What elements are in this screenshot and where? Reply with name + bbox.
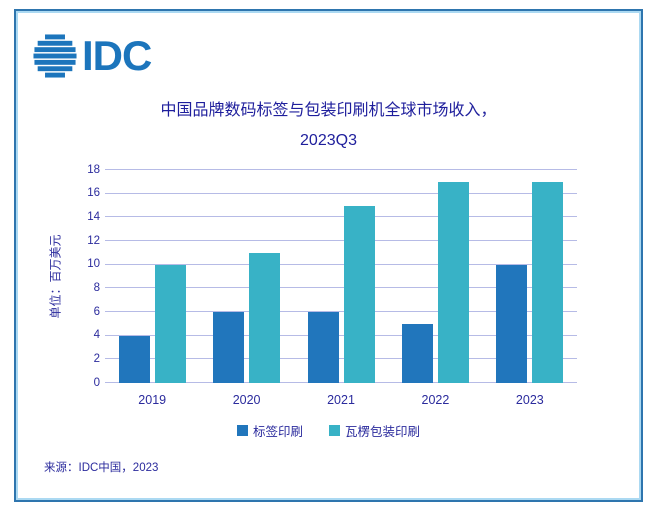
idc-globe-icon bbox=[33, 34, 77, 78]
y-tick-label: 4 bbox=[93, 328, 100, 341]
bar-group-2019 bbox=[105, 170, 199, 383]
bar-groups bbox=[105, 170, 577, 383]
legend-label: 瓦楞包装印刷 bbox=[345, 425, 421, 439]
bar-标签印刷-2020 bbox=[213, 312, 245, 383]
y-tick-labels: 0 2 4 6 8 10 12 14 16 18 bbox=[72, 164, 100, 388]
x-axis-label-2020: 2020 bbox=[232, 393, 261, 407]
x-axis-label-2023: 2023 bbox=[515, 393, 544, 407]
gridline bbox=[105, 216, 577, 218]
y-axis-title: 单位：百万美元 bbox=[46, 170, 64, 383]
bar-瓦楞包装印刷-2020 bbox=[249, 252, 281, 383]
x-axis-label-2021: 2021 bbox=[327, 393, 355, 407]
gridline bbox=[105, 263, 577, 265]
gridline bbox=[105, 382, 577, 383]
bar-标签印刷-2019 bbox=[118, 335, 150, 383]
bar-group-2021 bbox=[294, 170, 388, 383]
chart-card: IDC 中国品牌数码标签与包装印刷机全球市场收入， 2023Q3 单位：百万美元… bbox=[14, 9, 643, 502]
chart-title-line2: 2023Q3 bbox=[300, 132, 357, 149]
plot-area bbox=[105, 169, 577, 383]
y-tick-label: 8 bbox=[93, 281, 100, 294]
bar-标签印刷-2021 bbox=[307, 312, 339, 383]
bar-标签印刷-2022 bbox=[401, 323, 433, 383]
y-tick-label: 0 bbox=[93, 376, 100, 389]
y-tick-label: 12 bbox=[87, 234, 100, 247]
legend-item-标签印刷: 标签印刷 bbox=[236, 421, 303, 440]
legend-label: 标签印刷 bbox=[252, 425, 303, 439]
legend-marker bbox=[236, 425, 248, 436]
bar-group-2020 bbox=[199, 170, 293, 383]
y-axis-title-text: 单位：百万美元 bbox=[48, 234, 63, 319]
bar-标签印刷-2023 bbox=[496, 264, 528, 383]
bar-瓦楞包装印刷-2023 bbox=[532, 181, 564, 383]
bar-瓦楞包装印刷-2021 bbox=[343, 205, 375, 383]
x-axis-labels: 2019 2020 2021 2022 2023 bbox=[105, 393, 577, 407]
idc-logo-text: IDC bbox=[82, 32, 152, 79]
y-tick-label: 6 bbox=[93, 305, 100, 318]
legend: 标签印刷 瓦楞包装印刷 bbox=[16, 421, 641, 440]
y-tick-label: 10 bbox=[87, 257, 100, 270]
bar-瓦楞包装印刷-2022 bbox=[437, 181, 469, 383]
y-tick-label: 16 bbox=[87, 186, 100, 199]
y-tick-label: 18 bbox=[87, 163, 100, 176]
chart-title: 中国品牌数码标签与包装印刷机全球市场收入， 2023Q3 bbox=[16, 96, 641, 156]
x-axis-label-2019: 2019 bbox=[138, 393, 167, 407]
legend-marker bbox=[329, 425, 340, 436]
source-note: 来源：IDC中国，2023 bbox=[44, 462, 159, 474]
legend-item-瓦楞包装印刷: 瓦楞包装印刷 bbox=[329, 421, 420, 440]
gridline bbox=[105, 169, 577, 170]
y-tick-label: 14 bbox=[87, 210, 100, 223]
chart-title-line1: 中国品牌数码标签与包装印刷机全球市场收入， bbox=[160, 102, 497, 119]
bar-瓦楞包装印刷-2019 bbox=[154, 264, 186, 383]
gridline bbox=[105, 358, 577, 360]
gridline bbox=[105, 192, 577, 194]
bar-group-2023 bbox=[483, 170, 577, 383]
idc-logo: IDC bbox=[32, 32, 152, 79]
gridline bbox=[105, 311, 577, 313]
x-axis-label-2022: 2022 bbox=[421, 393, 450, 407]
gridline bbox=[105, 334, 577, 336]
gridline bbox=[105, 287, 577, 289]
y-tick-label: 2 bbox=[93, 352, 100, 365]
bar-group-2022 bbox=[388, 170, 482, 383]
gridline bbox=[105, 240, 577, 242]
